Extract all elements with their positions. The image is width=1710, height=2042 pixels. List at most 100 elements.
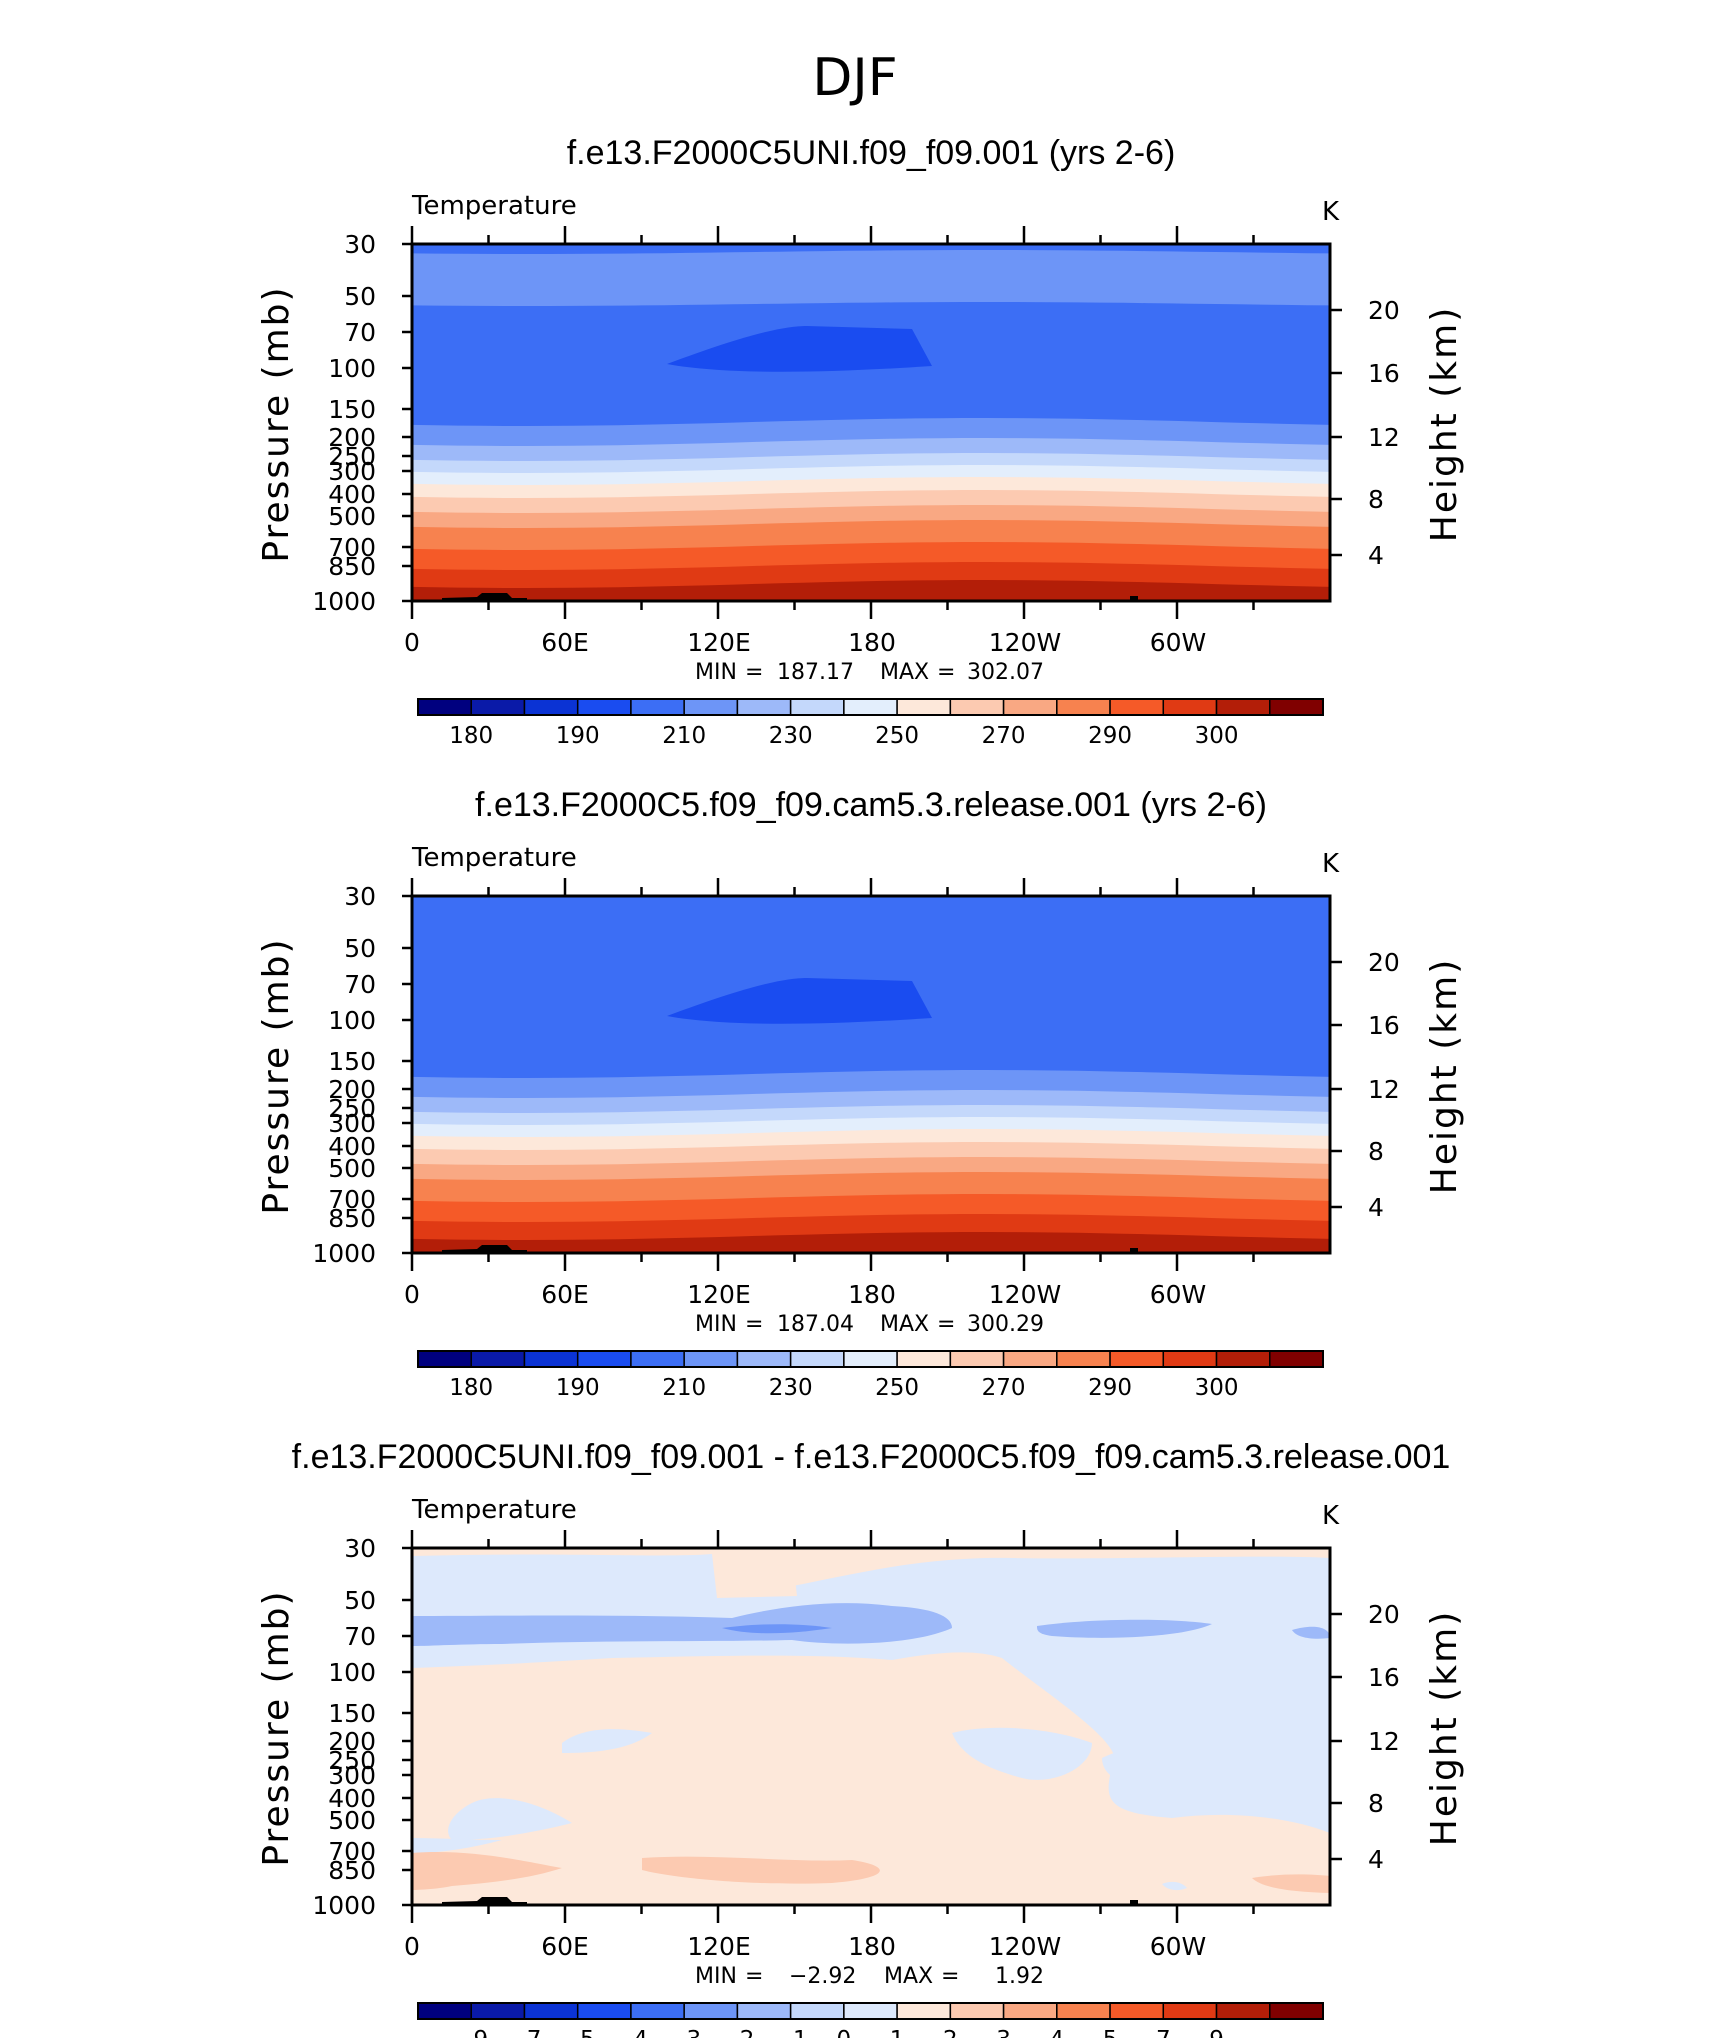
figure-title: DJF — [812, 48, 897, 108]
height-tick-label: 20 — [1368, 948, 1400, 977]
pressure-tick-label: 700 — [328, 1837, 376, 1866]
difference-region — [412, 1603, 952, 1646]
terrain-mask — [1130, 596, 1138, 601]
colorbar-swatch — [736, 698, 792, 716]
colorbar-swatch — [1215, 2002, 1271, 2020]
colorbar-swatch — [949, 2002, 1005, 2020]
colorbar: 180 190 210 230 250 270 290 300 — [417, 698, 1324, 749]
max-label: MAX — [884, 1964, 933, 1989]
colorbar-swatch — [1056, 2002, 1111, 2020]
colorbar-swatch — [1215, 1350, 1271, 1368]
difference-region — [722, 1624, 832, 1634]
longitude-ticks: 0 60E 120E 180 120W 60W — [404, 1530, 1255, 1961]
pressure-tick-label: 30 — [344, 230, 376, 259]
height-tick-label: 12 — [1368, 423, 1400, 452]
colorbar-label: 230 — [769, 723, 813, 749]
difference-region — [412, 1851, 562, 1890]
colorbar-label: 7 — [1156, 2027, 1171, 2038]
colorbar-label: 180 — [449, 1375, 493, 1401]
height-tick-label: 12 — [1368, 1075, 1400, 1104]
longitude-tick-label: 120E — [687, 1932, 751, 1961]
min-label: MIN — [695, 1964, 737, 1989]
colorbar-swatch — [1109, 1350, 1165, 1368]
units-label: K — [1322, 1501, 1340, 1531]
max-value: 1.92 — [995, 1964, 1044, 1989]
colorbar-label: 5 — [1103, 2027, 1118, 2038]
y-axis-label: Pressure (mb) — [256, 937, 297, 1214]
height-ticks: 20 16 12 8 4 — [1330, 948, 1400, 1222]
colorbar-swatch — [630, 1350, 685, 1368]
terrain-mask — [442, 593, 527, 601]
units-label: K — [1322, 197, 1340, 227]
min-value: −2.92 — [789, 1964, 856, 1989]
longitude-tick-label: 0 — [404, 1932, 420, 1961]
pressure-tick-label: 150 — [328, 395, 376, 424]
height-tick-label: 8 — [1368, 1137, 1384, 1166]
height-tick-label: 16 — [1368, 1011, 1400, 1040]
temperature-band — [412, 1232, 1330, 1253]
colorbar-swatch — [789, 698, 845, 716]
colorbar-label: 4 — [1050, 2027, 1065, 2038]
colorbar-swatch — [1162, 698, 1218, 716]
min-equals: = — [745, 1312, 763, 1337]
colorbar-frame — [417, 2002, 1324, 2020]
pressure-tick-label: 50 — [344, 934, 376, 963]
pressure-tick-label: 250 — [328, 1094, 376, 1123]
min-equals: = — [745, 1964, 763, 1989]
height-tick-label: 16 — [1368, 1663, 1400, 1692]
longitude-tick-label: 60W — [1150, 1280, 1207, 1309]
pressure-tick-label: 250 — [328, 1746, 376, 1775]
longitude-tick-label: 120W — [989, 628, 1061, 657]
cold-core — [667, 326, 932, 372]
colorbar-swatch — [576, 1350, 632, 1368]
contour-field — [412, 1548, 1330, 1905]
colorbar-swatch — [1215, 698, 1271, 716]
max-equals: = — [937, 660, 955, 685]
y-axis-label: Pressure (mb) — [256, 1589, 297, 1866]
contour-field — [412, 896, 1330, 1253]
colorbar-swatch — [630, 698, 685, 716]
colorbar-swatch — [1269, 2002, 1324, 2020]
longitude-tick-label: 120E — [687, 628, 751, 657]
difference-region — [1252, 1874, 1330, 1893]
longitude-tick-label: 60W — [1150, 1932, 1207, 1961]
longitude-tick-label: 180 — [848, 1280, 896, 1309]
colorbar-swatch — [523, 2002, 579, 2020]
pressure-tick-label: 700 — [328, 1185, 376, 1214]
height-tick-label: 20 — [1368, 296, 1400, 325]
colorbar-swatch — [1002, 1350, 1058, 1368]
colorbar-swatch — [523, 1350, 579, 1368]
longitude-tick-label: 120W — [989, 1932, 1061, 1961]
colorbar-swatch — [843, 2002, 898, 2020]
colorbar-swatch — [843, 1350, 898, 1368]
colorbar-swatch — [1109, 698, 1165, 716]
variable-label: Temperature — [411, 843, 577, 873]
panel-title: f.e13.F2000C5UNI.f09_f09.001 (yrs 2-6) — [567, 134, 1176, 172]
colorbar-swatch — [576, 2002, 632, 2020]
pressure-tick-label: 1000 — [312, 587, 376, 616]
colorbar-swatch — [1109, 2002, 1165, 2020]
min-value: 187.04 — [777, 1312, 854, 1337]
height-tick-label: 8 — [1368, 485, 1384, 514]
pressure-tick-label: 50 — [344, 282, 376, 311]
pressure-tick-label: 50 — [344, 1586, 376, 1615]
max-value: 302.07 — [967, 660, 1044, 685]
terrain-mask — [442, 1245, 527, 1253]
variable-label: Temperature — [411, 1495, 577, 1525]
colorbar-label: 250 — [875, 1375, 919, 1401]
y-axis-right-label: Height (km) — [1424, 306, 1465, 542]
colorbar-label: −9 — [454, 2027, 488, 2038]
pressure-tick-label: 100 — [328, 1658, 376, 1687]
colorbar-swatch — [789, 1350, 845, 1368]
panel-3: f.e13.F2000C5UNI.f09_f09.001 - f.e13.F20… — [256, 1438, 1465, 2042]
longitude-tick-label: 180 — [848, 1932, 896, 1961]
colorbar-frame — [417, 1350, 1324, 1368]
colorbar-swatch — [417, 698, 472, 716]
colorbar-label: −1 — [774, 2027, 808, 2038]
pressure-tick-label: 300 — [328, 457, 376, 486]
colorbar-label: 230 — [769, 1375, 813, 1401]
colorbar-label: −4 — [614, 2027, 648, 2038]
difference-region — [1162, 1881, 1187, 1891]
colorbar-swatch — [1056, 1350, 1111, 1368]
colorbar-swatch — [1269, 698, 1324, 716]
